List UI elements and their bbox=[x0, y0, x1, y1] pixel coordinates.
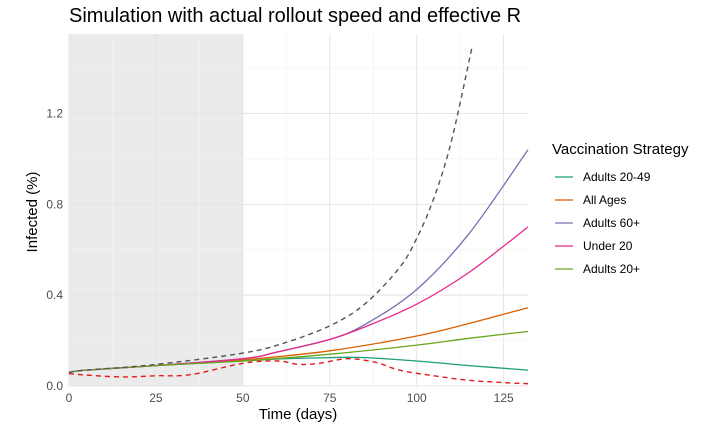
legend-label: Adults 20+ bbox=[583, 262, 640, 276]
chart-title: Simulation with actual rollout speed and… bbox=[69, 5, 521, 27]
y-tick-label: 0.8 bbox=[46, 197, 63, 211]
y-tick-label: 1.2 bbox=[46, 106, 63, 120]
x-tick-label: 50 bbox=[236, 391, 250, 405]
legend-label: Under 20 bbox=[583, 239, 633, 253]
legend-title: Vaccination Strategy bbox=[552, 141, 689, 158]
y-axis-label: Infected (%) bbox=[24, 172, 41, 253]
x-tick-label: 0 bbox=[66, 391, 73, 405]
plot-area: 0 25 50 75 100 125 0.0 0.4 0.8 1.2 bbox=[46, 34, 529, 405]
y-tick-label: 0.4 bbox=[46, 288, 63, 302]
x-tick-label: 25 bbox=[149, 391, 163, 405]
legend-label: All Ages bbox=[583, 193, 626, 207]
x-tick-label: 75 bbox=[323, 391, 337, 405]
x-tick-label: 100 bbox=[407, 391, 427, 405]
legend: Vaccination Strategy Adults 20-49 All Age… bbox=[552, 141, 689, 276]
x-axis-label: Time (days) bbox=[259, 406, 338, 423]
x-tick-label: 125 bbox=[494, 391, 514, 405]
y-tick-label: 0.0 bbox=[46, 379, 63, 393]
legend-label: Adults 60+ bbox=[583, 216, 640, 230]
legend-label: Adults 20-49 bbox=[583, 170, 651, 184]
